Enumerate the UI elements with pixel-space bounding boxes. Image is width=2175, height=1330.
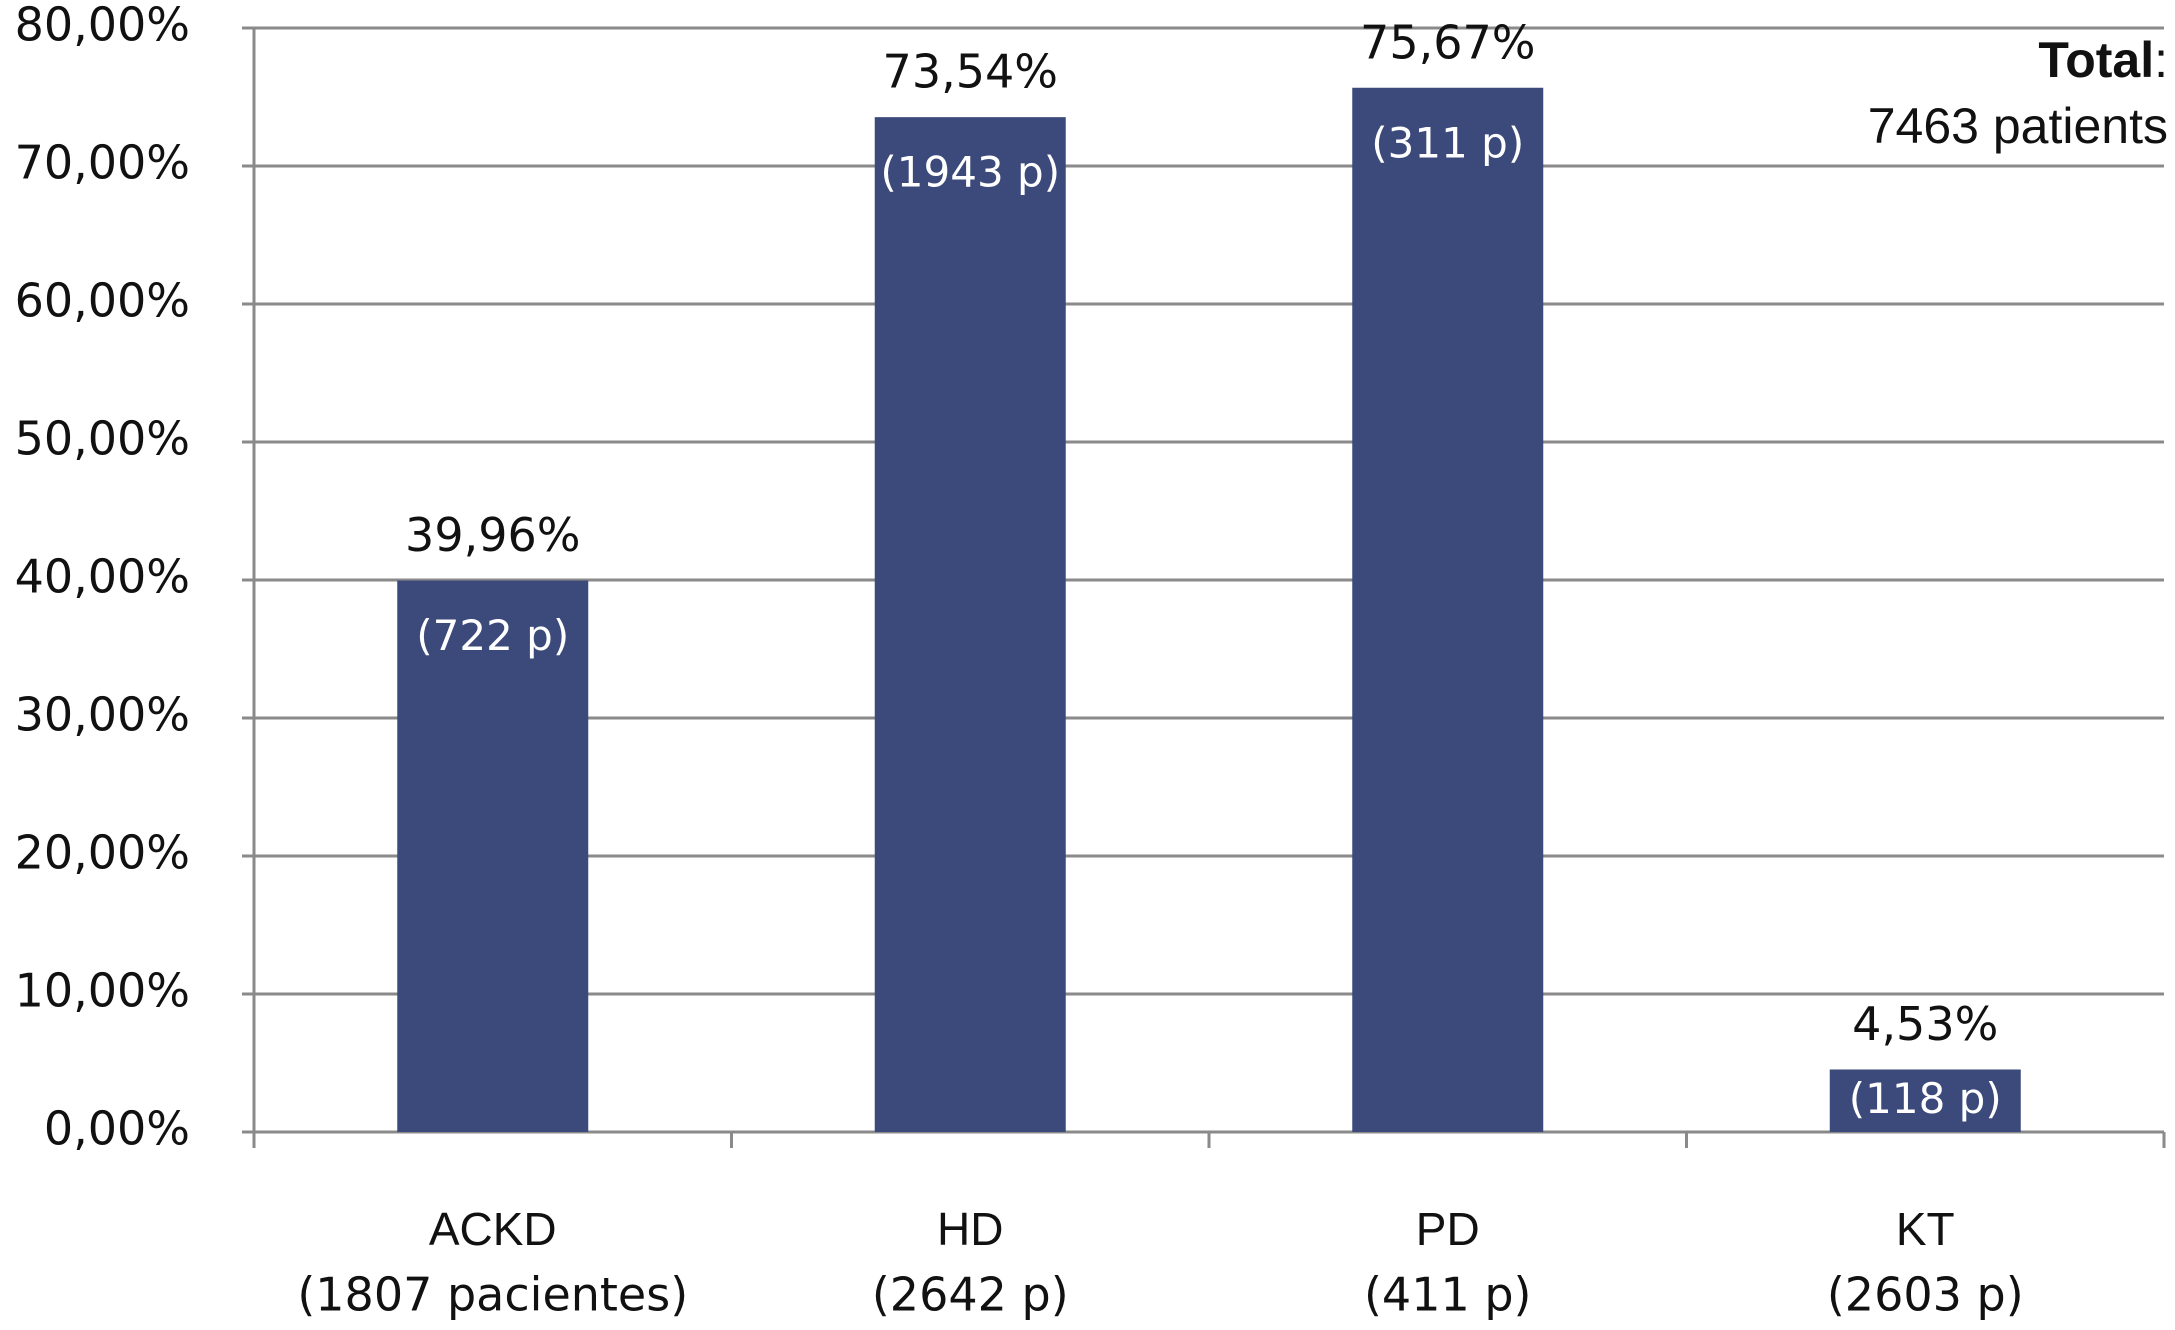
y-tick-label: 30,00%: [15, 688, 190, 742]
bar: [1352, 87, 1544, 1132]
y-tick-label: 80,00%: [15, 0, 190, 52]
y-tick-label: 0,00%: [44, 1102, 190, 1156]
x-tick-sublabel: (2603 p): [1827, 1268, 2024, 1322]
inner-label: (1943 p): [880, 148, 1060, 197]
annotation-total: Total:: [2038, 32, 2168, 88]
y-tick-label: 40,00%: [15, 550, 190, 604]
x-tick-sublabel: (1807 pacientes): [297, 1268, 688, 1322]
y-tick-label: 10,00%: [15, 964, 190, 1018]
inner-label: (118 p): [1849, 1074, 2002, 1123]
annotation-count: 7463 patients: [1868, 98, 2168, 154]
y-tick-label: 60,00%: [15, 274, 190, 328]
x-tick-label: PD: [1416, 1203, 1480, 1255]
inner-label: (722 p): [416, 611, 569, 660]
bar: [1829, 1069, 2021, 1132]
inner-label: (311 p): [1371, 118, 1524, 167]
bar: [397, 580, 589, 1132]
x-tick-label: KT: [1896, 1203, 1955, 1255]
x-tick-label: ACKD: [429, 1203, 557, 1255]
x-tick-sublabel: (411 p): [1364, 1268, 1532, 1322]
bar: [874, 117, 1066, 1132]
y-tick-label: 20,00%: [15, 826, 190, 880]
value-label: 73,54%: [883, 45, 1058, 99]
x-tick-sublabel: (2642 p): [872, 1268, 1069, 1322]
x-tick-label: HD: [937, 1203, 1003, 1255]
y-tick-label: 70,00%: [15, 136, 190, 190]
value-label: 4,53%: [1852, 997, 1998, 1051]
y-tick-label: 50,00%: [15, 412, 190, 466]
annotation-colon: :: [2154, 32, 2168, 88]
value-label: 75,67%: [1360, 15, 1535, 69]
annotation-bold: Total: [2038, 32, 2154, 88]
value-label: 39,96%: [405, 508, 580, 562]
